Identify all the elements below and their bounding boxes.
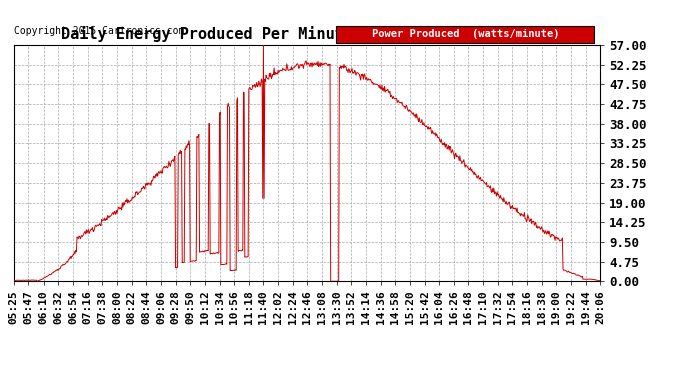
Text: Copyright 2015 Cartronics.com: Copyright 2015 Cartronics.com — [14, 26, 184, 36]
Text: Power Produced  (watts/minute): Power Produced (watts/minute) — [372, 29, 559, 39]
Title: Daily Energy Produced Per Minute (Wm) Thu May 21 20:12: Daily Energy Produced Per Minute (Wm) Th… — [61, 27, 553, 42]
FancyBboxPatch shape — [337, 26, 594, 43]
